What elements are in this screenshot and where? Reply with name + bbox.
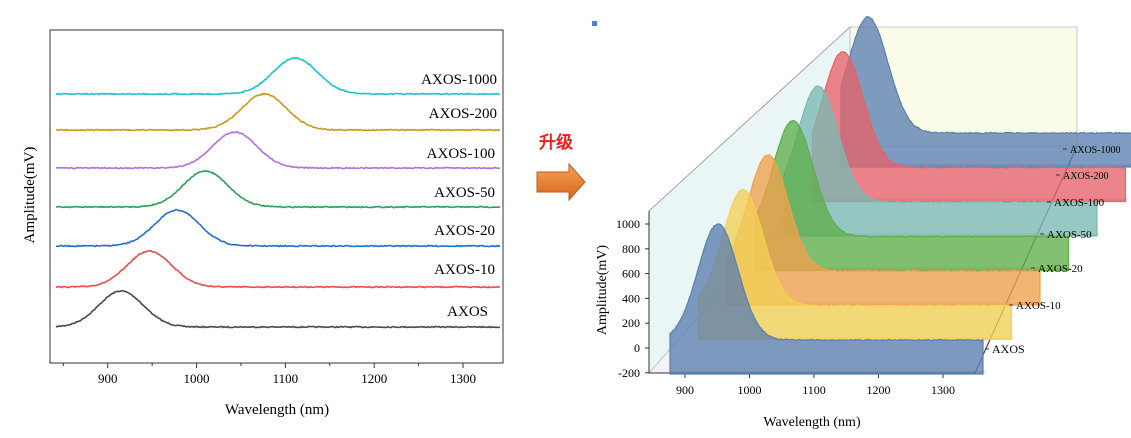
y-axis-label: Amplitude(mV) <box>22 147 38 244</box>
series-line <box>55 56 501 96</box>
ribbon-edge <box>670 371 986 374</box>
y-tick-label: -200 <box>618 366 640 380</box>
series-ribbon <box>726 154 1041 306</box>
x-tick-label: 1300 <box>450 371 476 386</box>
series-label: AXOS-10 <box>1016 300 1061 312</box>
ribbon-edge <box>812 198 1129 202</box>
series-label: AXOS-20 <box>434 223 495 239</box>
right-arrow-icon <box>536 162 586 202</box>
series-label: AXOS-100 <box>1054 197 1105 209</box>
y-tick-label: 600 <box>622 267 640 281</box>
x-tick-label: 900 <box>676 383 694 397</box>
x-tick-label: 1000 <box>738 383 762 397</box>
x-tick-label: 900 <box>98 371 118 386</box>
x-axis-label: Wavelength (nm) <box>225 402 329 418</box>
x-tick-label: 1300 <box>931 383 955 397</box>
corner-marker <box>592 21 597 26</box>
series-line <box>55 208 501 248</box>
series-ribbon <box>669 223 984 375</box>
series-label: AXOS-10 <box>434 262 495 278</box>
series-label: AXOS-1000 <box>1070 145 1121 156</box>
x-tick-label: 1000 <box>184 371 210 386</box>
upgrade-label: 升级 <box>539 133 573 153</box>
y-tick-label: 1000 <box>616 217 640 231</box>
series-label: AXOS-200 <box>1063 171 1109 182</box>
x-axis-label-3d: Wavelength (nm) <box>763 415 861 430</box>
waterfall-3d-chart: -200 0 200 400 600 800 1000 900 1000 1100 1200 1300… <box>592 15 1131 430</box>
x-tick-label: 1100 <box>273 371 299 386</box>
series-label: AXOS-20 <box>1038 263 1083 275</box>
series-label: AXOS-1000 <box>421 72 497 88</box>
ribbon-edge <box>841 164 1131 167</box>
x-tick-label: 1200 <box>867 383 891 397</box>
x-tick-label: 1100 <box>802 383 826 397</box>
ribbon-edge <box>784 233 1100 236</box>
plot-frame <box>49 29 504 364</box>
y-tick-label: 0 <box>634 341 640 355</box>
series-label: AXOS <box>992 342 1025 356</box>
series-label: AXOS-100 <box>427 146 495 162</box>
series-ribbon <box>697 188 1013 341</box>
series-label: AXOS-50 <box>434 185 495 201</box>
series-ribbon <box>840 15 1131 168</box>
y-tick-label: 800 <box>622 242 640 256</box>
y-tick-label: 200 <box>622 316 640 330</box>
series-ribbon <box>783 85 1098 237</box>
frame-edge <box>648 26 851 212</box>
series-line <box>55 169 501 209</box>
series-line <box>55 289 501 329</box>
ribbon-edge <box>755 267 1072 271</box>
stacked-line-chart: AXOS AXOS-10 AXOS-20 AXOS-50 AXOS-100 AXOS-20… <box>22 29 504 418</box>
upgrade-arrow-group: 升级 <box>525 128 595 208</box>
series-ribbon <box>811 51 1127 203</box>
x-tick-label: 1200 <box>361 371 387 386</box>
series-ribbon <box>754 119 1070 272</box>
series-label: AXOS-200 <box>429 106 497 122</box>
y-tick-label: 400 <box>622 291 640 305</box>
series-line <box>55 92 501 132</box>
series-label: AXOS <box>447 304 488 320</box>
series-line <box>55 130 501 170</box>
series-label: AXOS-50 <box>1047 229 1092 241</box>
y-axis-label-3d: Amplitude(mV) <box>595 245 610 336</box>
series-line <box>55 249 501 289</box>
